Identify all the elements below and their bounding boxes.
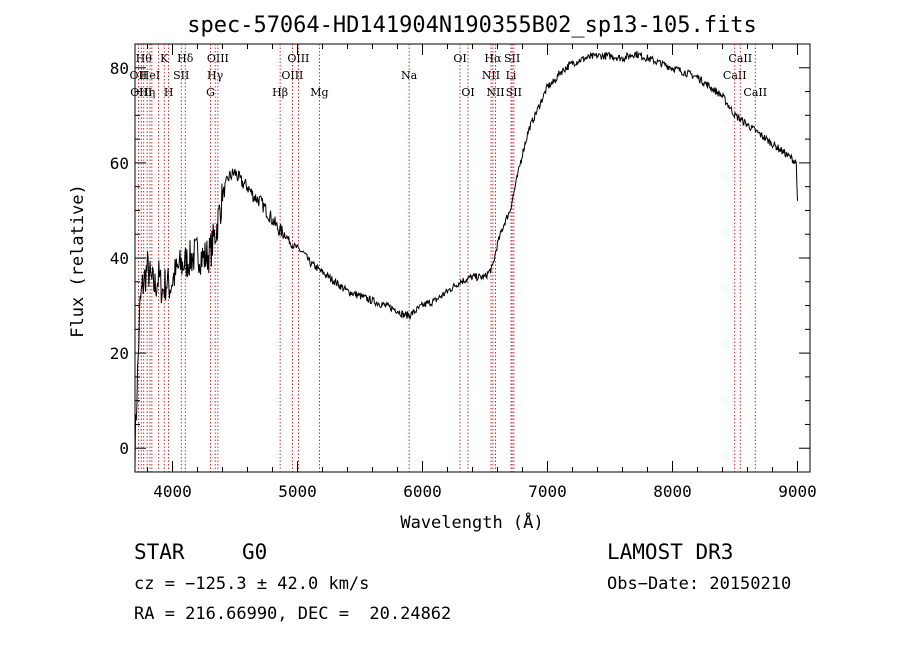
spectral-line-label: K <box>160 52 169 65</box>
spectral-line-label: Mg <box>310 86 328 99</box>
spectral-line-label: Hα <box>484 52 502 65</box>
chart-title: spec-57064-HD141904N190355B02_sp13-105.f… <box>187 13 757 38</box>
x-tick-label: 8000 <box>653 482 692 501</box>
y-tick-label: 0 <box>119 439 129 458</box>
spectral-line-label: CaII <box>723 69 747 82</box>
spectral-line-label: NII <box>486 86 504 99</box>
spectral-line-label: Hη <box>139 86 155 99</box>
x-tick-label: 9000 <box>778 482 817 501</box>
spectral-line-label: H <box>164 86 174 99</box>
x-axis-label: Wavelength (Å) <box>400 511 543 533</box>
spectrum-flux-line <box>134 50 798 468</box>
spectral-line-label: OI <box>461 86 474 99</box>
spectral-line-label: G <box>206 86 215 99</box>
x-tick-label: 6000 <box>403 482 442 501</box>
spectral-line-label: HeI <box>140 69 160 82</box>
spectral-line-label: CaII <box>728 52 752 65</box>
spectral-line-label: Hγ <box>207 69 224 82</box>
y-tick-label: 40 <box>110 249 129 268</box>
spectral-line-label: Li <box>506 69 517 82</box>
object-subclass: G0 <box>242 540 268 564</box>
spectral-line-label: OIII <box>281 69 303 82</box>
survey-name: LAMOST DR3 <box>607 540 734 564</box>
spectral-line-label: SII <box>504 52 520 65</box>
redshift-velocity: cz = −125.3 ± 42.0 km/s <box>134 574 370 594</box>
x-tick-label: 7000 <box>528 482 567 501</box>
spectral-line-label: Na <box>401 69 418 82</box>
y-tick-label: 80 <box>110 59 129 78</box>
spectral-line-label: OIII <box>207 52 229 65</box>
spectral-line-label: NII <box>482 69 500 82</box>
spectral-line-label: CaII <box>743 86 767 99</box>
spectral-line-label: Hβ <box>272 86 288 99</box>
spectral-line-label: SII <box>173 69 189 82</box>
y-tick-label: 60 <box>110 154 129 173</box>
object-class: STAR <box>134 540 185 564</box>
plot-frame <box>134 43 811 473</box>
spectral-line-label: Hδ <box>177 52 194 65</box>
spectral-line-label: OIII <box>130 86 152 99</box>
spectral-line-label: OIII <box>287 52 309 65</box>
observation-date: Obs−Date: 20150210 <box>607 574 792 594</box>
ra-dec-coordinates: RA = 216.66990, DEC = 20.24862 <box>134 604 452 624</box>
spectral-line-label: SII <box>506 86 522 99</box>
x-tick-label: 5000 <box>278 482 317 501</box>
spectral-line-label: Hθ <box>136 52 153 65</box>
spectral-line-label: OII <box>130 69 148 82</box>
spectral-line-label: OI <box>453 52 466 65</box>
x-tick-label: 4000 <box>153 482 192 501</box>
y-axis-label: Flux (relative) <box>68 184 88 338</box>
y-tick-label: 20 <box>110 344 129 363</box>
